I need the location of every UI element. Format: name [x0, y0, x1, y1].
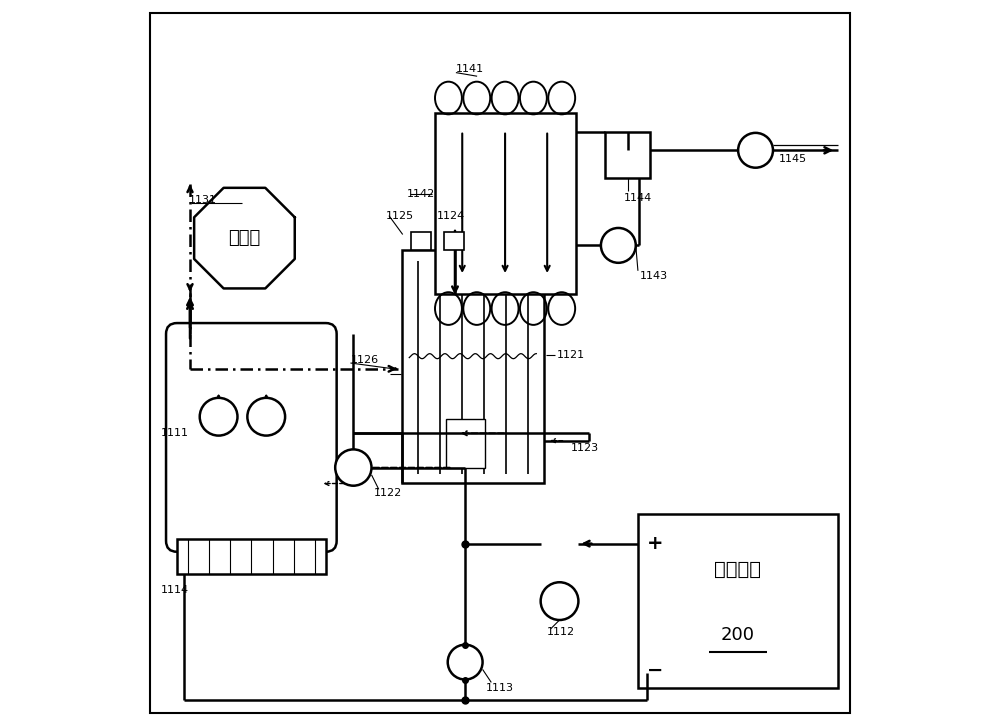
Bar: [638, 514, 838, 688]
Circle shape: [448, 645, 483, 680]
Polygon shape: [194, 188, 295, 288]
Circle shape: [541, 582, 578, 620]
Text: 1114: 1114: [161, 585, 189, 595]
Text: 1122: 1122: [374, 488, 402, 498]
Circle shape: [247, 398, 285, 436]
Text: 1111: 1111: [161, 428, 189, 439]
Text: 1141: 1141: [456, 64, 484, 74]
Text: 1126: 1126: [351, 355, 379, 365]
Circle shape: [601, 228, 636, 263]
Text: 200: 200: [721, 626, 755, 644]
Bar: [411, 232, 431, 250]
Bar: [605, 132, 650, 178]
Bar: [435, 113, 576, 294]
Bar: [446, 419, 485, 468]
Text: 1125: 1125: [386, 211, 414, 221]
Text: 1124: 1124: [437, 211, 465, 221]
Text: 1113: 1113: [486, 682, 514, 693]
Text: 1121: 1121: [557, 350, 585, 360]
Text: 外部电源: 外部电源: [714, 560, 761, 579]
Text: 1131: 1131: [189, 195, 217, 205]
Bar: [402, 250, 544, 483]
Text: 1144: 1144: [624, 193, 652, 203]
Text: 1112: 1112: [546, 627, 575, 637]
FancyBboxPatch shape: [166, 323, 337, 552]
Text: +: +: [647, 534, 663, 553]
Circle shape: [335, 449, 371, 486]
Text: −: −: [647, 661, 663, 680]
Text: 1143: 1143: [639, 271, 668, 281]
Text: 冷却器: 冷却器: [228, 229, 261, 247]
Bar: [177, 539, 326, 574]
Bar: [444, 232, 464, 250]
Text: 1145: 1145: [779, 154, 807, 164]
Text: 1142: 1142: [407, 189, 435, 199]
Text: 1123: 1123: [571, 443, 599, 453]
Circle shape: [200, 398, 237, 436]
Circle shape: [738, 133, 773, 168]
